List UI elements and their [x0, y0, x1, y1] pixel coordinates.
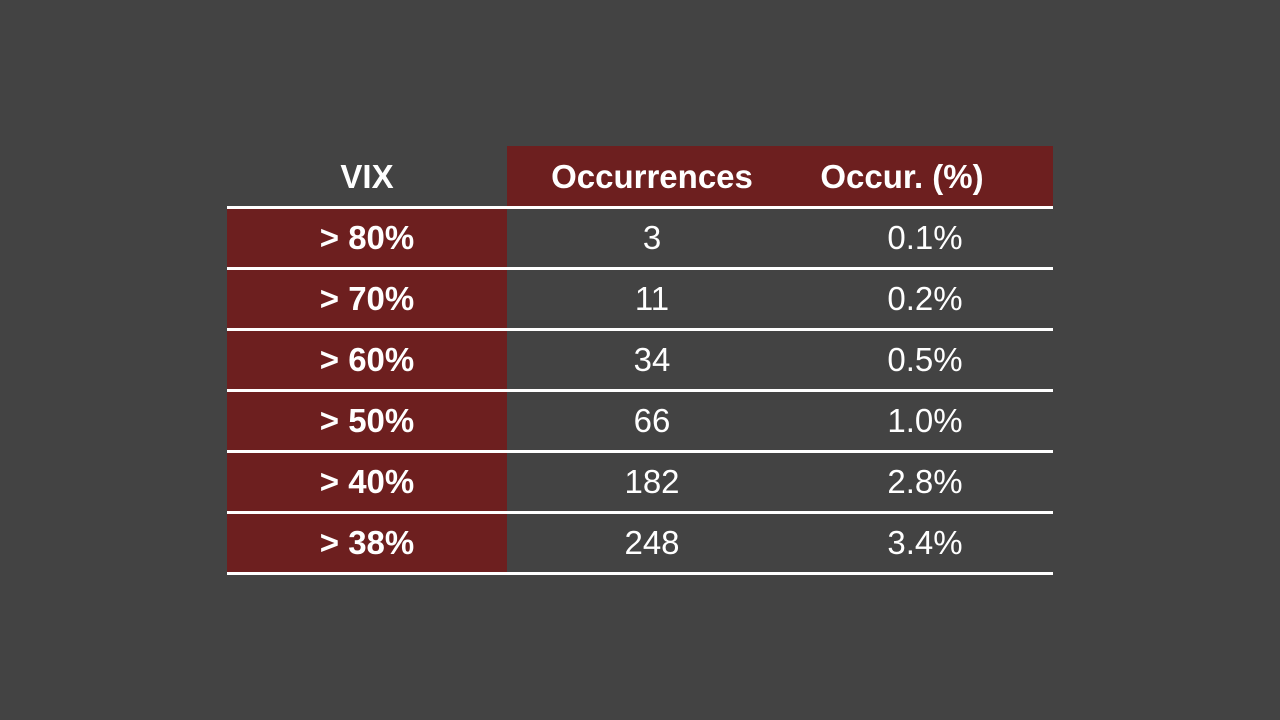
row-rule [227, 206, 1053, 209]
data-cell: 2.8% [887, 463, 963, 500]
row-label: > 40% [227, 453, 507, 511]
data-cell: 0.5% [887, 341, 963, 378]
header-cell: Occurrences [551, 158, 753, 195]
row-label: > 80% [227, 209, 507, 267]
data-cell: 3 [642, 219, 662, 256]
data-cell: 0.2% [887, 280, 963, 317]
row-label: > 38% [227, 514, 507, 572]
row-rule [227, 328, 1053, 331]
header-cell: Occur. (%) [820, 158, 984, 195]
header-cell: VIX [340, 158, 394, 195]
row-rule [227, 389, 1053, 392]
data-cell: 34 [633, 341, 671, 378]
data-cell: 11 [634, 280, 670, 317]
data-cell: 0.1% [887, 219, 963, 256]
row-label: > 70% [227, 270, 507, 328]
row-label: > 60% [227, 331, 507, 389]
data-cell: 182 [624, 463, 680, 500]
row-label: > 50% [227, 392, 507, 450]
data-cell: 66 [633, 402, 671, 439]
data-cell: 248 [624, 524, 680, 561]
data-cell: 3.4% [887, 524, 963, 561]
row-rule [227, 267, 1053, 270]
row-rule [227, 511, 1053, 514]
data-cell: 1.0% [887, 402, 963, 439]
header-band [507, 146, 1053, 206]
row-rule [227, 450, 1053, 453]
row-rule [227, 572, 1053, 575]
